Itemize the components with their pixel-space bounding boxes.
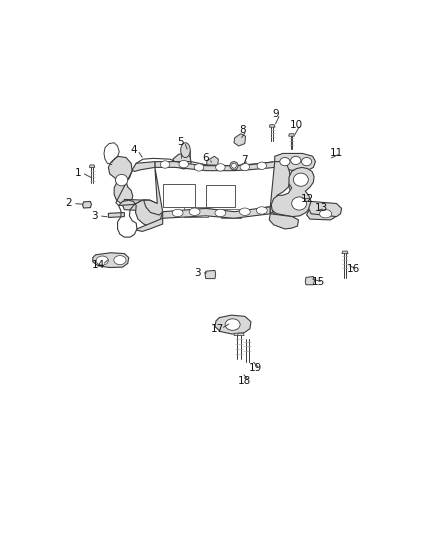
Text: 4: 4: [130, 145, 137, 155]
Polygon shape: [307, 207, 336, 220]
Ellipse shape: [257, 162, 267, 169]
Polygon shape: [234, 134, 246, 146]
Text: 18: 18: [238, 376, 251, 386]
Polygon shape: [289, 134, 294, 136]
Ellipse shape: [114, 256, 126, 265]
Polygon shape: [305, 277, 314, 285]
Polygon shape: [108, 213, 124, 217]
Text: 9: 9: [273, 109, 279, 119]
Ellipse shape: [181, 143, 190, 158]
Ellipse shape: [256, 207, 267, 214]
Ellipse shape: [194, 164, 204, 171]
Ellipse shape: [301, 158, 312, 166]
Ellipse shape: [189, 208, 200, 215]
Text: 2: 2: [66, 198, 72, 208]
Polygon shape: [207, 156, 219, 168]
Polygon shape: [123, 199, 152, 211]
Polygon shape: [119, 200, 162, 226]
Polygon shape: [93, 253, 129, 268]
Polygon shape: [144, 167, 162, 215]
Text: 15: 15: [312, 277, 325, 287]
Ellipse shape: [215, 209, 226, 216]
Text: 12: 12: [301, 193, 314, 204]
Text: 8: 8: [239, 125, 246, 135]
Polygon shape: [269, 214, 298, 229]
Polygon shape: [205, 270, 215, 279]
Ellipse shape: [232, 163, 237, 168]
Ellipse shape: [280, 158, 290, 166]
Bar: [162, 184, 195, 207]
Text: 16: 16: [347, 264, 360, 274]
Ellipse shape: [215, 164, 225, 171]
Polygon shape: [234, 333, 241, 336]
Bar: [184, 207, 208, 217]
Polygon shape: [155, 161, 275, 171]
Polygon shape: [132, 161, 155, 172]
Text: 5: 5: [177, 137, 184, 147]
Text: 3: 3: [92, 211, 98, 221]
Polygon shape: [215, 315, 251, 334]
Ellipse shape: [96, 256, 108, 265]
Polygon shape: [237, 333, 244, 336]
Polygon shape: [173, 154, 191, 169]
Polygon shape: [342, 251, 348, 254]
Polygon shape: [83, 201, 92, 208]
Bar: [221, 209, 241, 218]
Ellipse shape: [160, 161, 170, 168]
Ellipse shape: [116, 174, 128, 186]
Polygon shape: [162, 207, 270, 219]
Polygon shape: [271, 167, 314, 216]
Text: 11: 11: [330, 148, 343, 158]
Ellipse shape: [230, 161, 238, 170]
Ellipse shape: [240, 163, 250, 171]
Polygon shape: [108, 156, 133, 204]
Text: 19: 19: [249, 364, 262, 374]
Text: 13: 13: [314, 204, 328, 213]
Ellipse shape: [225, 319, 240, 330]
Polygon shape: [137, 219, 162, 231]
Polygon shape: [275, 154, 315, 171]
Ellipse shape: [293, 173, 308, 186]
Ellipse shape: [179, 160, 188, 168]
Ellipse shape: [172, 209, 183, 216]
Text: 1: 1: [74, 168, 81, 177]
Text: 7: 7: [241, 156, 248, 165]
Polygon shape: [89, 165, 95, 167]
Ellipse shape: [319, 209, 332, 218]
Polygon shape: [309, 201, 342, 216]
Text: 10: 10: [290, 120, 303, 130]
Text: 6: 6: [202, 154, 208, 163]
Ellipse shape: [240, 208, 250, 215]
Text: 3: 3: [194, 268, 201, 278]
Ellipse shape: [291, 156, 301, 165]
Polygon shape: [270, 161, 291, 214]
Bar: [206, 185, 235, 207]
Polygon shape: [269, 125, 275, 127]
Ellipse shape: [292, 197, 307, 210]
Text: 14: 14: [92, 260, 105, 270]
Text: 17: 17: [210, 324, 224, 334]
